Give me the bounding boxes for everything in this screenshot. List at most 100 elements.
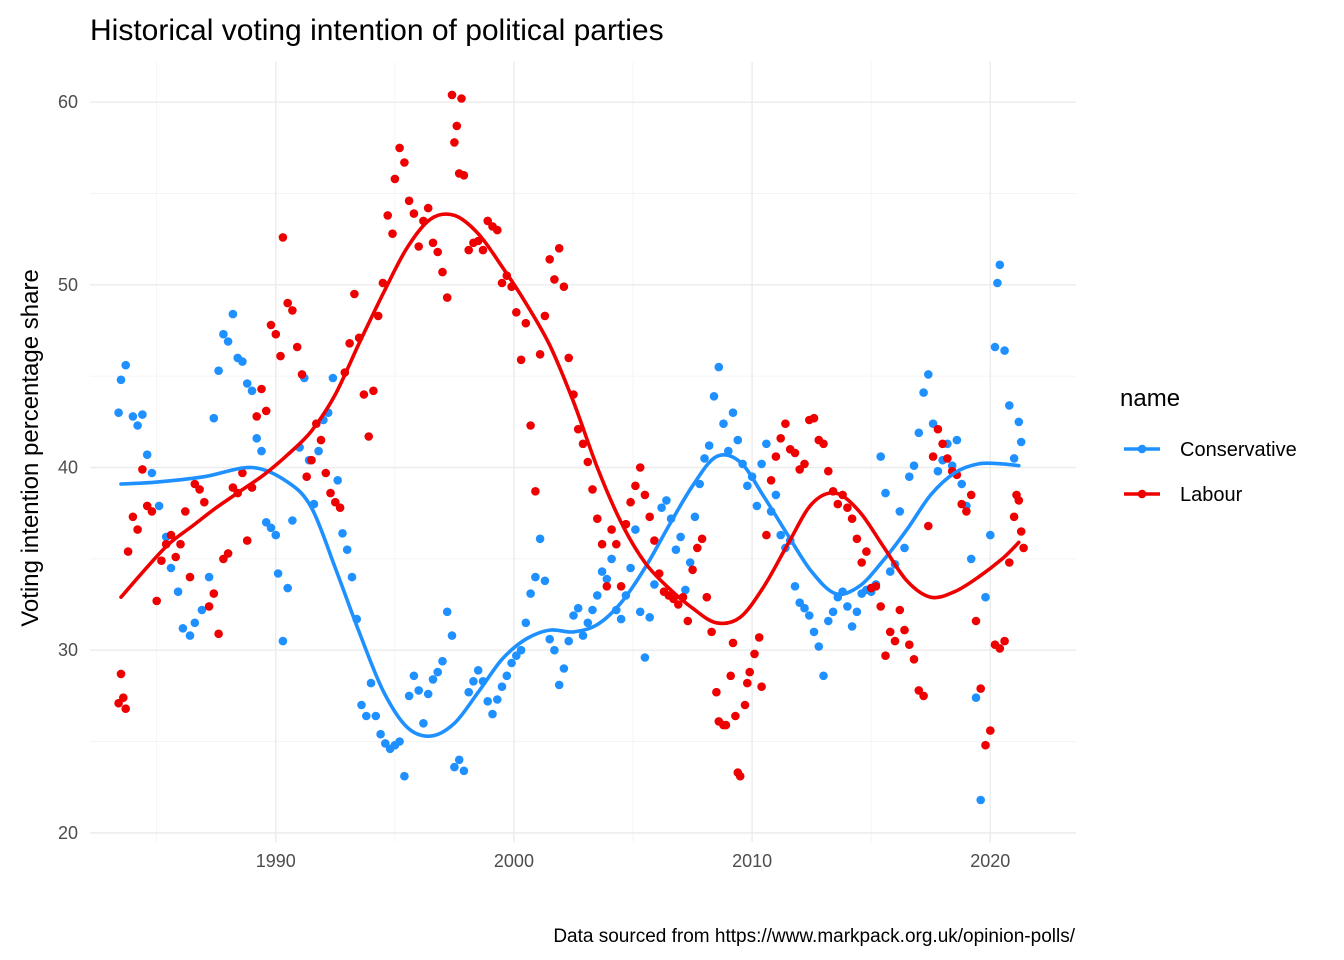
conservative-point [419, 719, 428, 728]
labour-point [404, 196, 414, 206]
labour-point [478, 245, 488, 255]
labour-point [800, 459, 809, 469]
labour-point [943, 454, 952, 463]
labour-point [905, 640, 914, 649]
labour-point [400, 158, 409, 167]
labour-point [726, 671, 735, 681]
labour-point [266, 320, 276, 330]
labour-point [200, 497, 209, 507]
conservative-point [881, 488, 890, 498]
conservative-point [569, 611, 578, 620]
labour-point [283, 298, 293, 308]
labour-point [843, 503, 852, 512]
labour-point [545, 254, 554, 264]
labour-point [512, 308, 521, 317]
conservative-point [981, 592, 990, 602]
conservative-point [447, 631, 457, 640]
conservative-point [990, 342, 1000, 352]
labour-point [976, 684, 985, 693]
labour-point [573, 424, 583, 434]
conservative-point [1009, 454, 1019, 463]
conservative-point [776, 530, 785, 540]
legend-title: name [1120, 385, 1180, 412]
conservative-point [423, 689, 433, 699]
labour-point [176, 539, 185, 549]
labour-point [986, 726, 995, 735]
conservative-point [995, 260, 1005, 270]
labour-point [924, 521, 933, 531]
conservative-point [497, 682, 507, 691]
labour-point [683, 616, 693, 626]
conservative-point [905, 472, 914, 482]
labour-point [833, 499, 843, 509]
conservative-point [488, 709, 497, 719]
legend: name Conservative Labour [1120, 385, 1297, 506]
conservative-point [242, 379, 252, 388]
labour-point [674, 600, 683, 609]
conservative-point [283, 583, 293, 593]
conservative-point [700, 454, 709, 463]
conservative-point [685, 558, 695, 567]
conservative-point [914, 428, 924, 438]
labour-point [409, 209, 419, 218]
conservative-point [626, 563, 635, 573]
conservative-point [166, 563, 176, 573]
labour-point [535, 350, 545, 359]
labour-point [640, 490, 650, 500]
conservative-point [154, 501, 164, 511]
conservative-point [516, 645, 526, 655]
labour-point [824, 466, 833, 476]
labour-point [781, 419, 790, 429]
conservative-point [257, 446, 266, 456]
labour-point [119, 693, 128, 702]
conservative-point [271, 530, 281, 540]
labour-point [526, 421, 535, 430]
labour-point [138, 465, 147, 474]
labour-point [578, 439, 588, 449]
y-tick-label: 50 [58, 275, 78, 295]
labour-point [242, 536, 252, 545]
conservative-point [583, 618, 593, 628]
conservative-point [800, 603, 809, 613]
conservative-point [278, 636, 288, 646]
labour-point [185, 572, 195, 582]
conservative-point [690, 512, 700, 522]
labour-point [962, 507, 971, 516]
labour-point [297, 370, 307, 379]
conservative-point [976, 795, 985, 805]
labour-point [252, 412, 261, 421]
labour-point [757, 682, 766, 691]
conservative-point [521, 618, 531, 628]
conservative-point [714, 362, 724, 372]
labour-point [697, 534, 707, 544]
labour-point [602, 582, 612, 591]
conservative-point [433, 667, 443, 677]
conservative-point [554, 680, 564, 690]
conservative-point [607, 554, 616, 564]
labour-point [583, 457, 593, 467]
conservative-point [885, 567, 895, 576]
labour-point [909, 655, 919, 664]
labour-point [731, 711, 740, 721]
conservative-point [142, 450, 152, 460]
labour-point [593, 514, 602, 523]
labour-point [121, 704, 130, 713]
labour-point [433, 247, 443, 257]
conservative-point [843, 602, 852, 611]
conservative-point [933, 466, 943, 476]
conservative-point [809, 627, 819, 637]
conservative-trend-line [119, 452, 1021, 738]
labour-point [521, 318, 531, 328]
conservative-point [531, 572, 540, 582]
labour-point [1005, 558, 1014, 567]
labour-point [885, 627, 895, 637]
labour-point [819, 439, 828, 449]
labour-point [771, 452, 781, 461]
labour-point [388, 229, 397, 238]
labour-point [766, 476, 776, 485]
conservative-point [219, 329, 228, 339]
labour-point [1014, 496, 1024, 505]
conservative-point [454, 755, 464, 765]
conservative-point [362, 711, 371, 721]
